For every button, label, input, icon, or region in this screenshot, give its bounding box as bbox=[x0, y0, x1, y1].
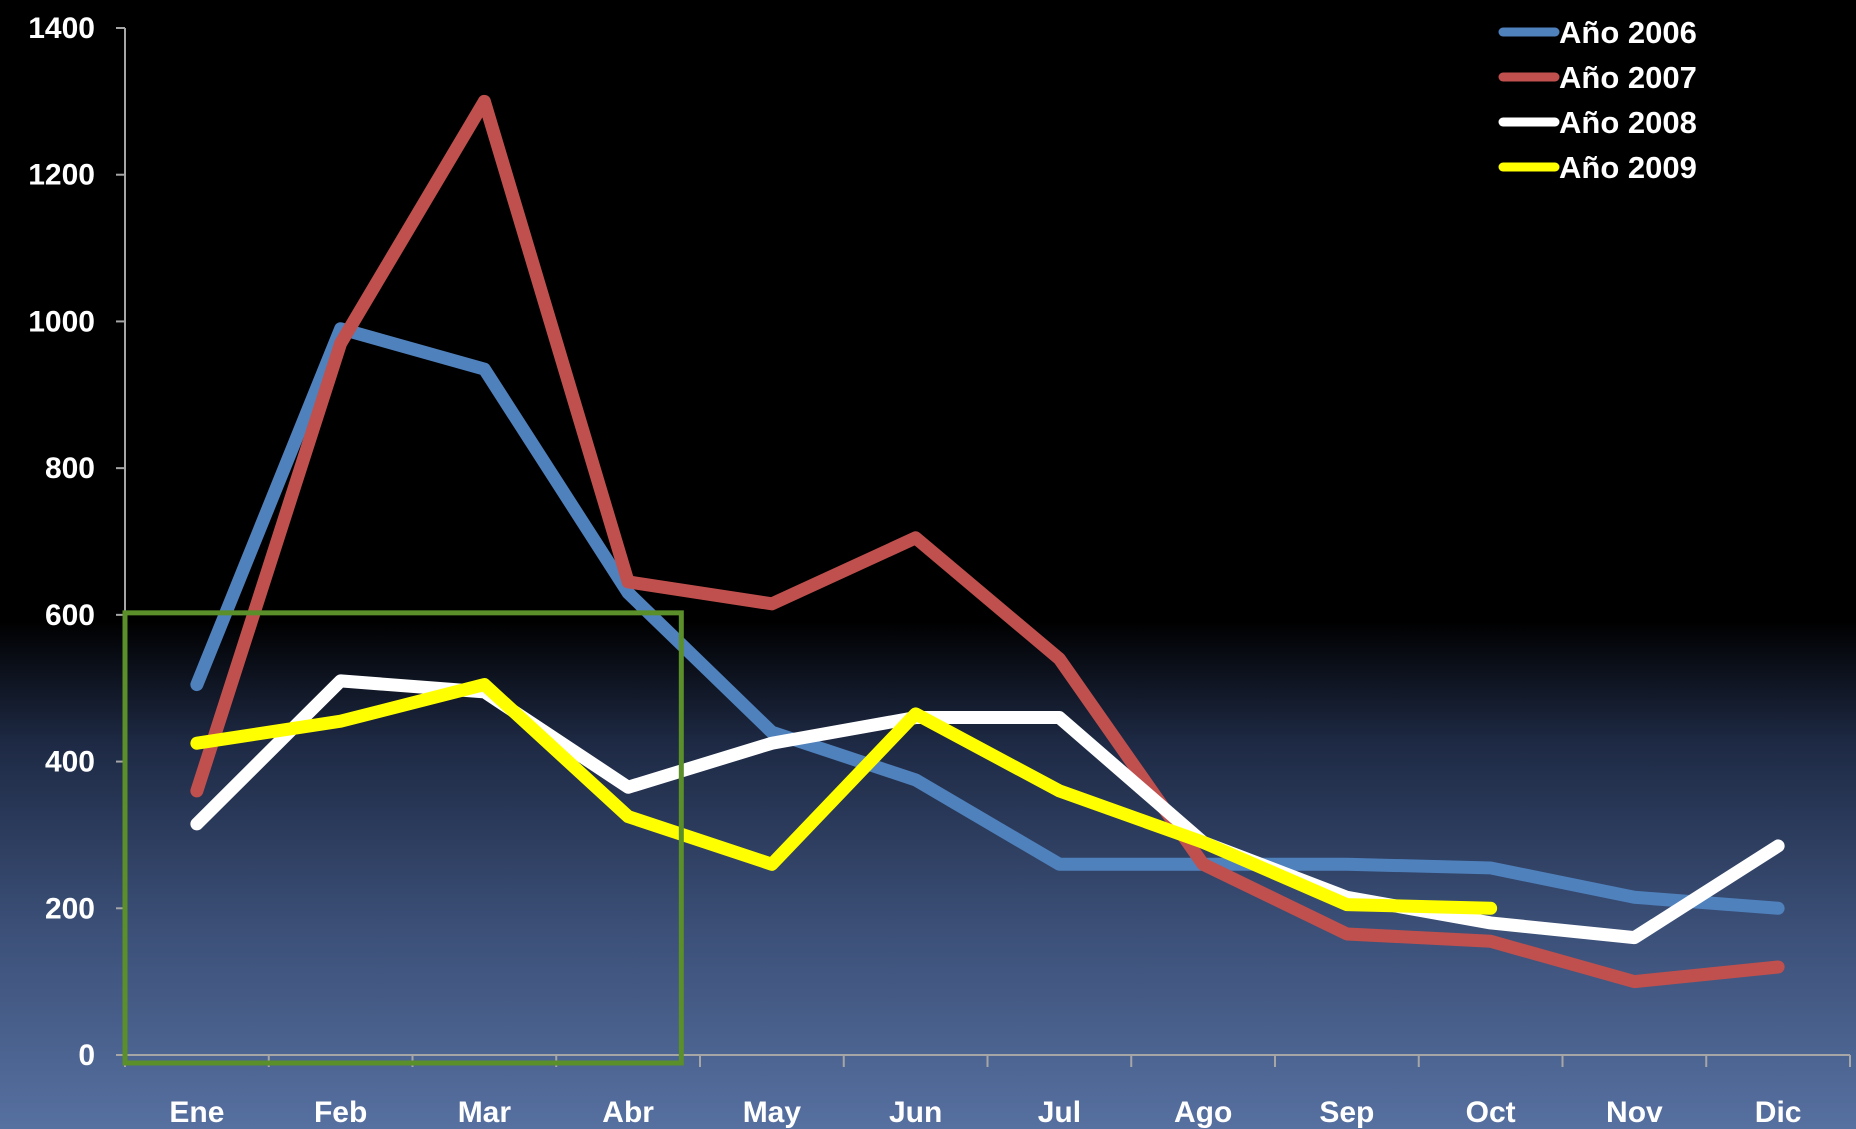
x-tick-label: Dic bbox=[1755, 1096, 1802, 1129]
series-line-2 bbox=[190, 94, 1785, 989]
x-tick-label: Jul bbox=[1038, 1096, 1081, 1129]
y-tick-label: 200 bbox=[45, 892, 95, 925]
highlight-box bbox=[122, 610, 684, 1066]
x-tick-label: Ene bbox=[169, 1096, 224, 1129]
series-layer bbox=[190, 94, 1785, 989]
series-line-4 bbox=[190, 678, 1498, 915]
series-line-3 bbox=[190, 674, 1785, 945]
y-tick-label: 0 bbox=[78, 1039, 95, 1072]
legend-label: Año 2007 bbox=[1559, 60, 1697, 95]
legend-label: Año 2006 bbox=[1559, 15, 1697, 50]
series-line-1 bbox=[190, 322, 1785, 915]
x-tick-label: May bbox=[743, 1096, 802, 1129]
y-tick-label: 600 bbox=[45, 599, 95, 632]
x-tick-label: Feb bbox=[314, 1096, 367, 1129]
chart-axes: 0 200 400 600 800 1000 1200 1400 Ene Feb Mar Abr May… bbox=[28, 12, 1851, 1129]
y-tick-label: 1200 bbox=[28, 159, 95, 192]
y-tick-label: 400 bbox=[45, 746, 95, 779]
y-tick-label: 800 bbox=[45, 452, 95, 485]
y-tick-label: 1000 bbox=[28, 305, 95, 338]
legend-label: Año 2009 bbox=[1559, 150, 1697, 185]
highlight-layer bbox=[122, 610, 684, 1066]
x-tick-label: Sep bbox=[1319, 1096, 1374, 1129]
x-tick-label: Ago bbox=[1174, 1096, 1232, 1129]
x-tick-label: Abr bbox=[602, 1096, 654, 1129]
x-tick-label: Mar bbox=[458, 1096, 512, 1129]
y-tick-label: 1400 bbox=[28, 12, 95, 45]
chart-legend: Año 2006 Año 2007 Año 2008 Año 2009 bbox=[1498, 15, 1697, 185]
legend-label: Año 2008 bbox=[1559, 105, 1697, 140]
x-tick-label: Jun bbox=[889, 1096, 942, 1129]
x-tick-label: Nov bbox=[1606, 1096, 1663, 1129]
x-tick-label: Oct bbox=[1466, 1096, 1516, 1129]
